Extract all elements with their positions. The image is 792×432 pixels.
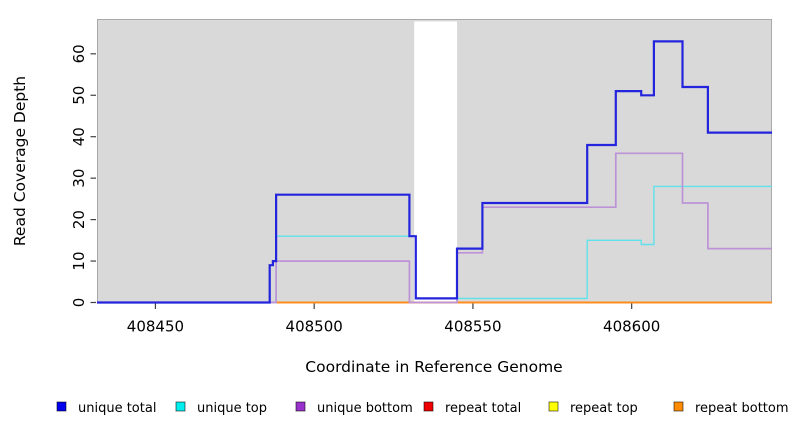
x-axis-tick-label: 408500 [286, 318, 343, 336]
legend-label-repeat-bottom: repeat bottom [695, 401, 789, 416]
y-axis-tick-label: 60 [70, 44, 88, 63]
legend-item-repeat-total: repeat total [423, 401, 521, 416]
legend-swatch-unique-bottom [295, 401, 306, 412]
legend-swatch-repeat-top [548, 401, 559, 412]
legend-item-unique-total: unique total [56, 401, 156, 416]
legend-item-unique-bottom: unique bottom [295, 401, 413, 416]
y-axis-tick-label: 40 [70, 127, 88, 146]
legend-item-unique-top: unique top [175, 401, 267, 416]
legend-label-unique-bottom: unique bottom [317, 401, 413, 416]
legend-label-unique-top: unique top [197, 401, 267, 416]
legend-label-repeat-top: repeat top [570, 401, 638, 416]
y-axis-tick-label: 10 [70, 252, 88, 271]
legend-item-repeat-top: repeat top [548, 401, 638, 416]
plot-background-layer [97, 19, 772, 303]
legend: unique total unique top unique bottom repea… [56, 401, 789, 416]
series-lines-layer [97, 40, 772, 304]
y-axis-tick-label: 20 [70, 210, 88, 229]
gap-region [414, 21, 458, 303]
y-axis-tick-label: 30 [70, 169, 88, 188]
axes-layer: 408450 408500 408550 408600 0 10 20 30 40 50 60 [70, 44, 660, 335]
legend-swatch-unique-total [56, 401, 67, 412]
legend-item-repeat-bottom: repeat bottom [673, 401, 789, 416]
legend-swatch-repeat-bottom [673, 401, 684, 412]
x-axis-label: Coordinate in Reference Genome [305, 358, 562, 376]
x-axis-tick-label: 408550 [444, 318, 501, 336]
x-axis-tick-label: 408450 [127, 318, 184, 336]
series-line-unique-total [97, 40, 772, 304]
y-axis-tick-label: 50 [70, 86, 88, 105]
legend-label-repeat-total: repeat total [445, 401, 521, 416]
legend-label-unique-total: unique total [78, 401, 156, 416]
legend-swatch-unique-top [175, 401, 186, 412]
x-axis-tick-label: 408600 [603, 318, 660, 336]
y-axis-tick-label: 0 [70, 298, 88, 308]
y-axis-label: Read Coverage Depth [11, 76, 29, 246]
legend-swatch-repeat-total [423, 401, 434, 412]
